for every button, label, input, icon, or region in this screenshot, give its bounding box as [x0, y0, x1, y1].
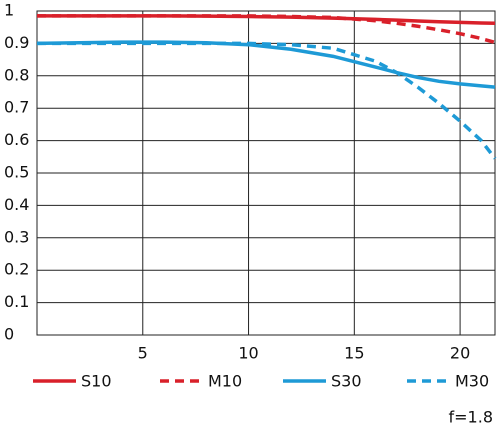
x-tick-label: 5: [138, 344, 148, 363]
y-tick-label: 0.4: [4, 195, 29, 214]
line: [37, 14, 496, 45]
y-tick-label: 0.9: [4, 33, 29, 52]
y-tick-label: 0.6: [4, 130, 29, 149]
line: [37, 41, 497, 160]
legend-label: M30: [455, 372, 489, 391]
legend-label: S10: [81, 372, 112, 391]
y-tick-label: 0.1: [4, 292, 29, 311]
y-tick-label: 0.5: [4, 163, 29, 182]
line: [36, 40, 496, 89]
plot-frame: [36, 10, 496, 336]
y-tick-label: 0.8: [4, 65, 29, 84]
y-tick-label: 0.3: [4, 227, 29, 246]
legend-label: S30: [331, 372, 362, 391]
legend-label: M10: [208, 372, 242, 391]
x-tick-label: 20: [450, 344, 470, 363]
y-tick-label: 0: [4, 325, 14, 344]
y-tick-label: 0.7: [4, 98, 29, 117]
x-tick-label: 10: [238, 344, 258, 363]
annotation: f=1.8: [449, 408, 493, 427]
x-tick-label: 15: [344, 344, 364, 363]
y-tick-label: 1: [4, 1, 14, 20]
y-tick-label: 0.2: [4, 260, 29, 279]
